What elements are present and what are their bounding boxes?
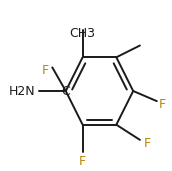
Text: C: C [61, 84, 70, 97]
Text: F: F [158, 98, 166, 111]
Text: F: F [79, 155, 86, 168]
Text: CH3: CH3 [70, 27, 96, 40]
Text: F: F [42, 64, 49, 77]
Text: H2N: H2N [9, 84, 35, 97]
Text: F: F [143, 137, 150, 150]
